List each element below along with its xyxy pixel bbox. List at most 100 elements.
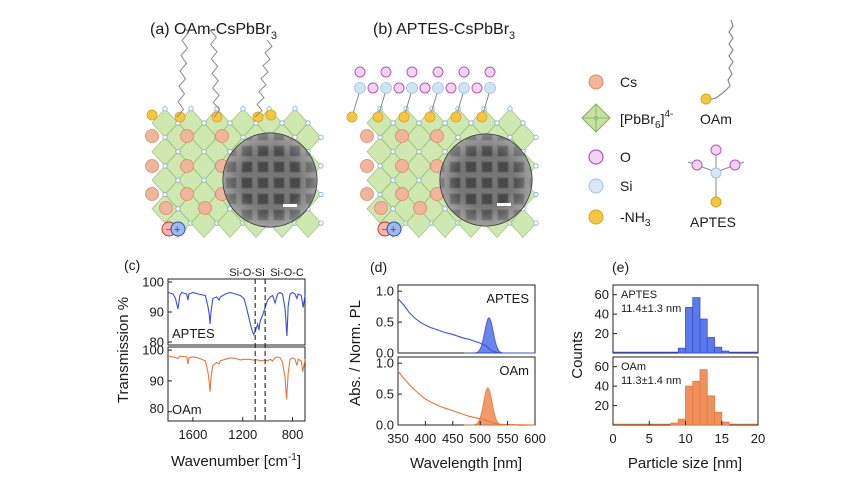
- octahedron-icon: [581, 103, 611, 133]
- series-label-oam: OAm: [621, 361, 646, 373]
- cs-atom-icon: [588, 74, 604, 90]
- legend-pbbr6: [PbBr6]4-: [620, 109, 673, 131]
- cs-atom: [180, 187, 194, 201]
- x-axis-label: Particle size [nm]: [628, 455, 742, 472]
- tem-image-oam: [222, 132, 318, 228]
- br-atom: [175, 149, 181, 155]
- br-atom: [416, 120, 422, 126]
- histogram-bar: [685, 306, 694, 354]
- si-atom-icon: [588, 178, 604, 194]
- svg-text:+: +: [390, 224, 396, 236]
- cs-atom: [395, 187, 409, 201]
- pbbr6-octahedron: [431, 208, 459, 238]
- si-atom: [406, 82, 418, 94]
- br-atom: [318, 191, 324, 198]
- ftir-aptes-line: [167, 291, 306, 337]
- br-atom: [494, 120, 500, 126]
- nh3-group: [372, 111, 384, 123]
- svg-text:−: −: [382, 224, 388, 236]
- nh3-group: [146, 109, 158, 121]
- br-atom: [188, 106, 194, 112]
- br-atom: [305, 120, 311, 126]
- br-atom: [390, 177, 396, 183]
- br-atom: [162, 163, 168, 169]
- br-atom: [377, 191, 383, 198]
- y-tick-label: 90: [150, 305, 164, 320]
- o-atom: [445, 82, 457, 94]
- br-atom: [455, 134, 461, 140]
- br-atom: [377, 163, 383, 169]
- x-tick-label: 550: [497, 431, 519, 446]
- ftir-oam-line: [167, 355, 306, 400]
- br-atom: [162, 191, 168, 198]
- histogram-bar: [706, 395, 715, 426]
- y-tick-label: 100: [142, 343, 164, 358]
- histogram-bar: [721, 421, 730, 426]
- x-tick-label: 10: [678, 431, 692, 446]
- o-atom: [484, 66, 496, 78]
- br-atom: [377, 134, 383, 140]
- y-tick-label: 40: [595, 379, 609, 394]
- cs-atom: [430, 129, 444, 143]
- oam-chain: [176, 24, 190, 118]
- plot-frame: [167, 346, 306, 422]
- y-tick-label: 60: [595, 287, 609, 302]
- cs-atom: [180, 129, 194, 143]
- x-tick-label: 400: [415, 431, 437, 446]
- br-atom: [533, 220, 539, 226]
- oam-chain: [209, 29, 221, 118]
- br-atom: [318, 134, 324, 140]
- br-atom: [162, 134, 168, 140]
- nh3-group: [450, 111, 462, 123]
- y-tick-label: 60: [595, 359, 609, 374]
- br-atom: [318, 163, 324, 169]
- cs-atom: [215, 129, 229, 143]
- histogram-bar: [699, 369, 708, 426]
- br-atom: [442, 149, 448, 155]
- tem-image-aptes: [439, 133, 533, 227]
- x-tick-label: 20: [751, 431, 765, 446]
- cs-atom: [159, 201, 173, 215]
- br-atom: [240, 106, 246, 112]
- nh3-group: [398, 111, 410, 123]
- br-atom: [318, 220, 324, 226]
- legend-nh3: -NH3: [620, 209, 651, 229]
- nh3-group: [265, 109, 277, 121]
- histogram-bar: [714, 346, 723, 354]
- pbbr6-octahedron: [216, 208, 244, 238]
- size-stat-aptes: 11.4±1.3 nm: [621, 303, 681, 315]
- y-axis-label: Transmission %: [115, 297, 132, 403]
- y-axis-label: Abs. / Norm. PL: [347, 300, 364, 406]
- br-atom: [240, 134, 246, 140]
- y-tick-label: 20: [595, 326, 609, 341]
- si-atom: [458, 82, 470, 94]
- nh3-group-icon: [588, 209, 604, 225]
- x-tick-label: 800: [282, 427, 304, 442]
- histogram-bar: [699, 318, 708, 354]
- y-tick-label: 1.0: [376, 356, 394, 371]
- pl-oam-peak: [463, 387, 519, 426]
- svg-text:+: +: [174, 224, 180, 236]
- x-tick-label: 500: [469, 431, 491, 446]
- cs-atom: [374, 201, 388, 215]
- br-atom: [520, 120, 526, 126]
- cs-atom: [360, 129, 374, 143]
- y-tick-label: 20: [595, 398, 609, 413]
- br-atom: [390, 149, 396, 155]
- o-atom: [471, 82, 483, 94]
- histogram-bar: [670, 422, 679, 426]
- nh3-group: [252, 111, 264, 123]
- x-tick-label: 450: [442, 431, 464, 446]
- exciton-icon-a: − +: [161, 221, 186, 237]
- x-tick-label: 5: [646, 431, 653, 446]
- x-tick-label: 600: [524, 431, 546, 446]
- y-tick-label: 0.5: [376, 315, 394, 330]
- br-atom: [507, 134, 513, 140]
- aptes-ligand-icon: [687, 144, 745, 208]
- histogram-bar: [721, 350, 730, 354]
- legend-aptes: APTES: [690, 214, 736, 230]
- legend-o: O: [620, 149, 631, 165]
- cs-atom: [145, 129, 159, 143]
